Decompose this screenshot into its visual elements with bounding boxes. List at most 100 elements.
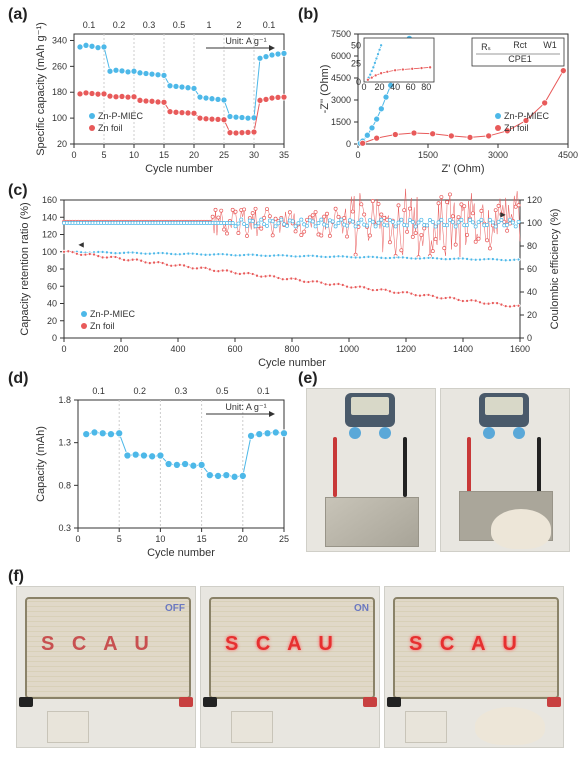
svg-text:100: 100 — [42, 247, 57, 257]
panel-label-d: (d) — [8, 370, 28, 388]
glove — [475, 707, 545, 745]
timer-icon — [345, 393, 395, 427]
svg-text:0: 0 — [527, 333, 532, 343]
pouch-small — [47, 711, 89, 743]
svg-text:0.1: 0.1 — [92, 386, 105, 396]
svg-text:0.1: 0.1 — [83, 20, 96, 30]
svg-text:Capacity retention ratio (%): Capacity retention ratio (%) — [19, 202, 31, 335]
wire-red — [467, 437, 471, 497]
svg-text:0.2: 0.2 — [113, 20, 126, 30]
svg-text:50: 50 — [351, 40, 361, 50]
chart-b: 0150030004500015003000450060007500Z' (Oh… — [316, 14, 574, 174]
svg-text:0: 0 — [346, 139, 351, 149]
svg-text:Capacity (mAh): Capacity (mAh) — [35, 426, 47, 502]
svg-text:0: 0 — [356, 77, 361, 87]
svg-text:CPE1: CPE1 — [508, 54, 532, 64]
svg-text:-Z'' (Ohm): -Z'' (Ohm) — [319, 65, 331, 114]
svg-text:6000: 6000 — [331, 51, 351, 61]
pouch-small — [231, 711, 273, 743]
svg-text:3000: 3000 — [331, 95, 351, 105]
led-letters-on: S C A U — [225, 633, 339, 656]
clip-right — [547, 697, 561, 707]
svg-text:140: 140 — [42, 212, 57, 222]
svg-text:0: 0 — [75, 534, 80, 544]
led-letters-off: S C A U — [41, 633, 155, 656]
svg-text:40: 40 — [527, 287, 537, 297]
svg-text:80: 80 — [47, 264, 57, 274]
chart-d: 05101520250.30.81.31.8Cycle numberCapaci… — [32, 378, 290, 558]
svg-text:0: 0 — [52, 333, 57, 343]
led-letters-on2: S C A U — [409, 633, 523, 656]
svg-text:80: 80 — [421, 82, 431, 92]
svg-text:5: 5 — [101, 150, 106, 160]
svg-text:20: 20 — [238, 534, 248, 544]
svg-text:100: 100 — [52, 113, 67, 123]
chart-c: 0200400600800100012001400160002040608010… — [16, 188, 568, 368]
svg-text:15: 15 — [159, 150, 169, 160]
svg-text:20: 20 — [189, 150, 199, 160]
svg-text:120: 120 — [527, 195, 542, 205]
clip-left — [203, 697, 217, 707]
svg-text:1500: 1500 — [331, 117, 351, 127]
svg-text:340: 340 — [52, 35, 67, 45]
photo-f2: S C A U ON — [200, 586, 380, 748]
svg-text:1: 1 — [206, 20, 211, 30]
svg-text:Zn-P-MIEC: Zn-P-MIEC — [90, 309, 136, 319]
svg-text:Zn foil: Zn foil — [504, 123, 529, 133]
svg-text:25: 25 — [279, 534, 289, 544]
svg-text:600: 600 — [227, 344, 242, 354]
svg-text:30: 30 — [249, 150, 259, 160]
pouch-small — [405, 711, 447, 743]
svg-text:0.5: 0.5 — [216, 386, 229, 396]
svg-text:40: 40 — [390, 82, 400, 92]
svg-text:0: 0 — [71, 150, 76, 160]
svg-text:0.3: 0.3 — [175, 386, 188, 396]
svg-text:Rₛ: Rₛ — [481, 42, 491, 52]
svg-text:0: 0 — [61, 344, 66, 354]
svg-text:0.1: 0.1 — [263, 20, 276, 30]
panel-label-a: (a) — [8, 6, 28, 24]
glove — [491, 509, 551, 549]
svg-text:Cycle number: Cycle number — [145, 163, 213, 175]
svg-text:◄: ◄ — [77, 239, 86, 249]
svg-text:Zn foil: Zn foil — [98, 123, 123, 133]
svg-text:60: 60 — [47, 281, 57, 291]
wire-black — [537, 437, 541, 497]
svg-text:10: 10 — [155, 534, 165, 544]
wire-red — [333, 437, 337, 497]
photo-f3: S C A U — [384, 586, 564, 748]
photo-f1: S C A U OFF — [16, 586, 196, 748]
svg-text:180: 180 — [52, 87, 67, 97]
svg-text:1200: 1200 — [396, 344, 416, 354]
on-label: ON — [354, 603, 369, 614]
svg-text:0.5: 0.5 — [173, 20, 186, 30]
svg-text:10: 10 — [129, 150, 139, 160]
svg-text:60: 60 — [406, 82, 416, 92]
svg-text:20: 20 — [375, 82, 385, 92]
off-label: OFF — [165, 603, 185, 614]
svg-text:W1: W1 — [543, 40, 557, 50]
svg-text:1000: 1000 — [339, 344, 359, 354]
clip-left — [19, 697, 33, 707]
svg-text:40: 40 — [47, 299, 57, 309]
svg-text:Z' (Ohm): Z' (Ohm) — [441, 163, 484, 175]
timer-button2 — [513, 427, 525, 439]
clip-right — [363, 697, 377, 707]
svg-text:Zn foil: Zn foil — [90, 321, 115, 331]
svg-text:Zn-P-MIEC: Zn-P-MIEC — [504, 111, 550, 121]
timer-button2 — [379, 427, 391, 439]
svg-text:Cycle number: Cycle number — [147, 547, 215, 559]
svg-text:Specific capacity (mAh g⁻¹): Specific capacity (mAh g⁻¹) — [35, 22, 47, 156]
svg-text:0.2: 0.2 — [134, 386, 147, 396]
svg-text:Cycle number: Cycle number — [258, 357, 326, 369]
svg-text:800: 800 — [284, 344, 299, 354]
svg-text:15: 15 — [197, 534, 207, 544]
photo-e2 — [440, 388, 570, 552]
svg-text:5: 5 — [117, 534, 122, 544]
svg-text:Rct: Rct — [513, 40, 527, 50]
svg-text:Zn-P-MIEC: Zn-P-MIEC — [98, 111, 144, 121]
clip-left — [387, 697, 401, 707]
svg-text:120: 120 — [42, 230, 57, 240]
svg-text:0: 0 — [361, 82, 366, 92]
svg-text:20: 20 — [57, 139, 67, 149]
